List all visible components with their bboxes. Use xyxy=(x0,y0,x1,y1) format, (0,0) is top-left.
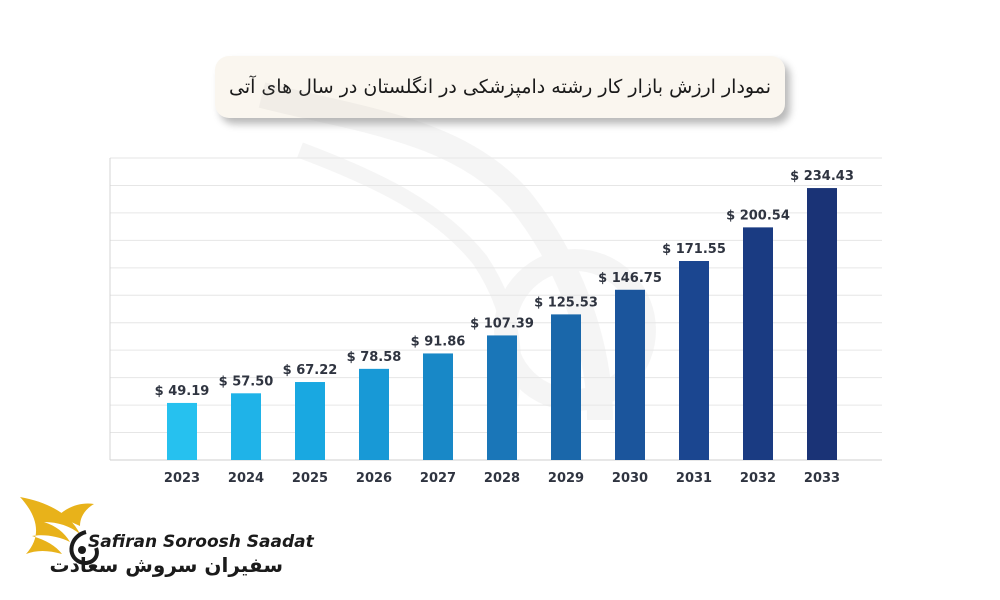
bar-2033 xyxy=(807,188,837,460)
x-tick-label-2032: 2032 xyxy=(740,471,776,486)
chart-title-box: نمودار ارزش بازار کار رشته دامپزشکی در ا… xyxy=(215,56,785,118)
bar-2025 xyxy=(295,382,325,460)
eagle-wing-logo-icon xyxy=(20,497,99,565)
bar-2028 xyxy=(487,335,517,460)
x-tick-label-2028: 2028 xyxy=(484,471,520,486)
data-label-2030: $ 146.75 xyxy=(598,271,662,286)
x-tick-label-2031: 2031 xyxy=(676,471,712,486)
brand-name-fa: سفیران سروش سعادت xyxy=(49,553,284,577)
value-labels-group: $ 49.19 $ 57.50 $ 67.22 $ 78.58 $ 91.86 $ 107… xyxy=(155,169,854,399)
bar-2030 xyxy=(615,289,645,460)
data-label-2028: $ 107.39 xyxy=(470,316,534,331)
bar-2031 xyxy=(679,261,709,460)
data-label-2029: $ 125.53 xyxy=(534,295,598,310)
chart-title: نمودار ارزش بازار کار رشته دامپزشکی در ا… xyxy=(228,76,772,98)
data-label-2031: $ 171.55 xyxy=(662,242,726,257)
bar-2026 xyxy=(359,368,389,460)
data-label-2033: $ 234.43 xyxy=(790,169,854,184)
bar-2023 xyxy=(167,402,197,460)
bar-2029 xyxy=(551,314,581,460)
x-tick-label-2027: 2027 xyxy=(420,471,456,486)
data-label-2023: $ 49.19 xyxy=(155,384,210,399)
bar-2024 xyxy=(231,393,261,460)
x-tick-label-2029: 2029 xyxy=(548,471,584,486)
data-label-2025: $ 67.22 xyxy=(283,363,338,378)
x-tick-label-2030: 2030 xyxy=(612,471,648,486)
bar-2032 xyxy=(743,227,773,460)
data-label-2032: $ 200.54 xyxy=(726,208,790,223)
data-label-2027: $ 91.86 xyxy=(411,334,466,349)
brand-name-en: Safiran Soroosh Saadat xyxy=(88,532,314,552)
x-tick-label-2025: 2025 xyxy=(292,471,328,486)
bar-2027 xyxy=(423,353,453,460)
x-tick-label-2023: 2023 xyxy=(164,471,200,486)
data-label-2026: $ 78.58 xyxy=(347,350,402,365)
x-tick-labels-group: 2023 2024 2025 2026 2027 2028 2029 2030 2031 2032… xyxy=(164,471,840,486)
x-tick-label-2033: 2033 xyxy=(804,471,840,486)
bars-group xyxy=(167,188,837,460)
x-tick-label-2026: 2026 xyxy=(356,471,392,486)
data-label-2024: $ 57.50 xyxy=(219,374,274,389)
x-tick-label-2024: 2024 xyxy=(228,471,264,486)
